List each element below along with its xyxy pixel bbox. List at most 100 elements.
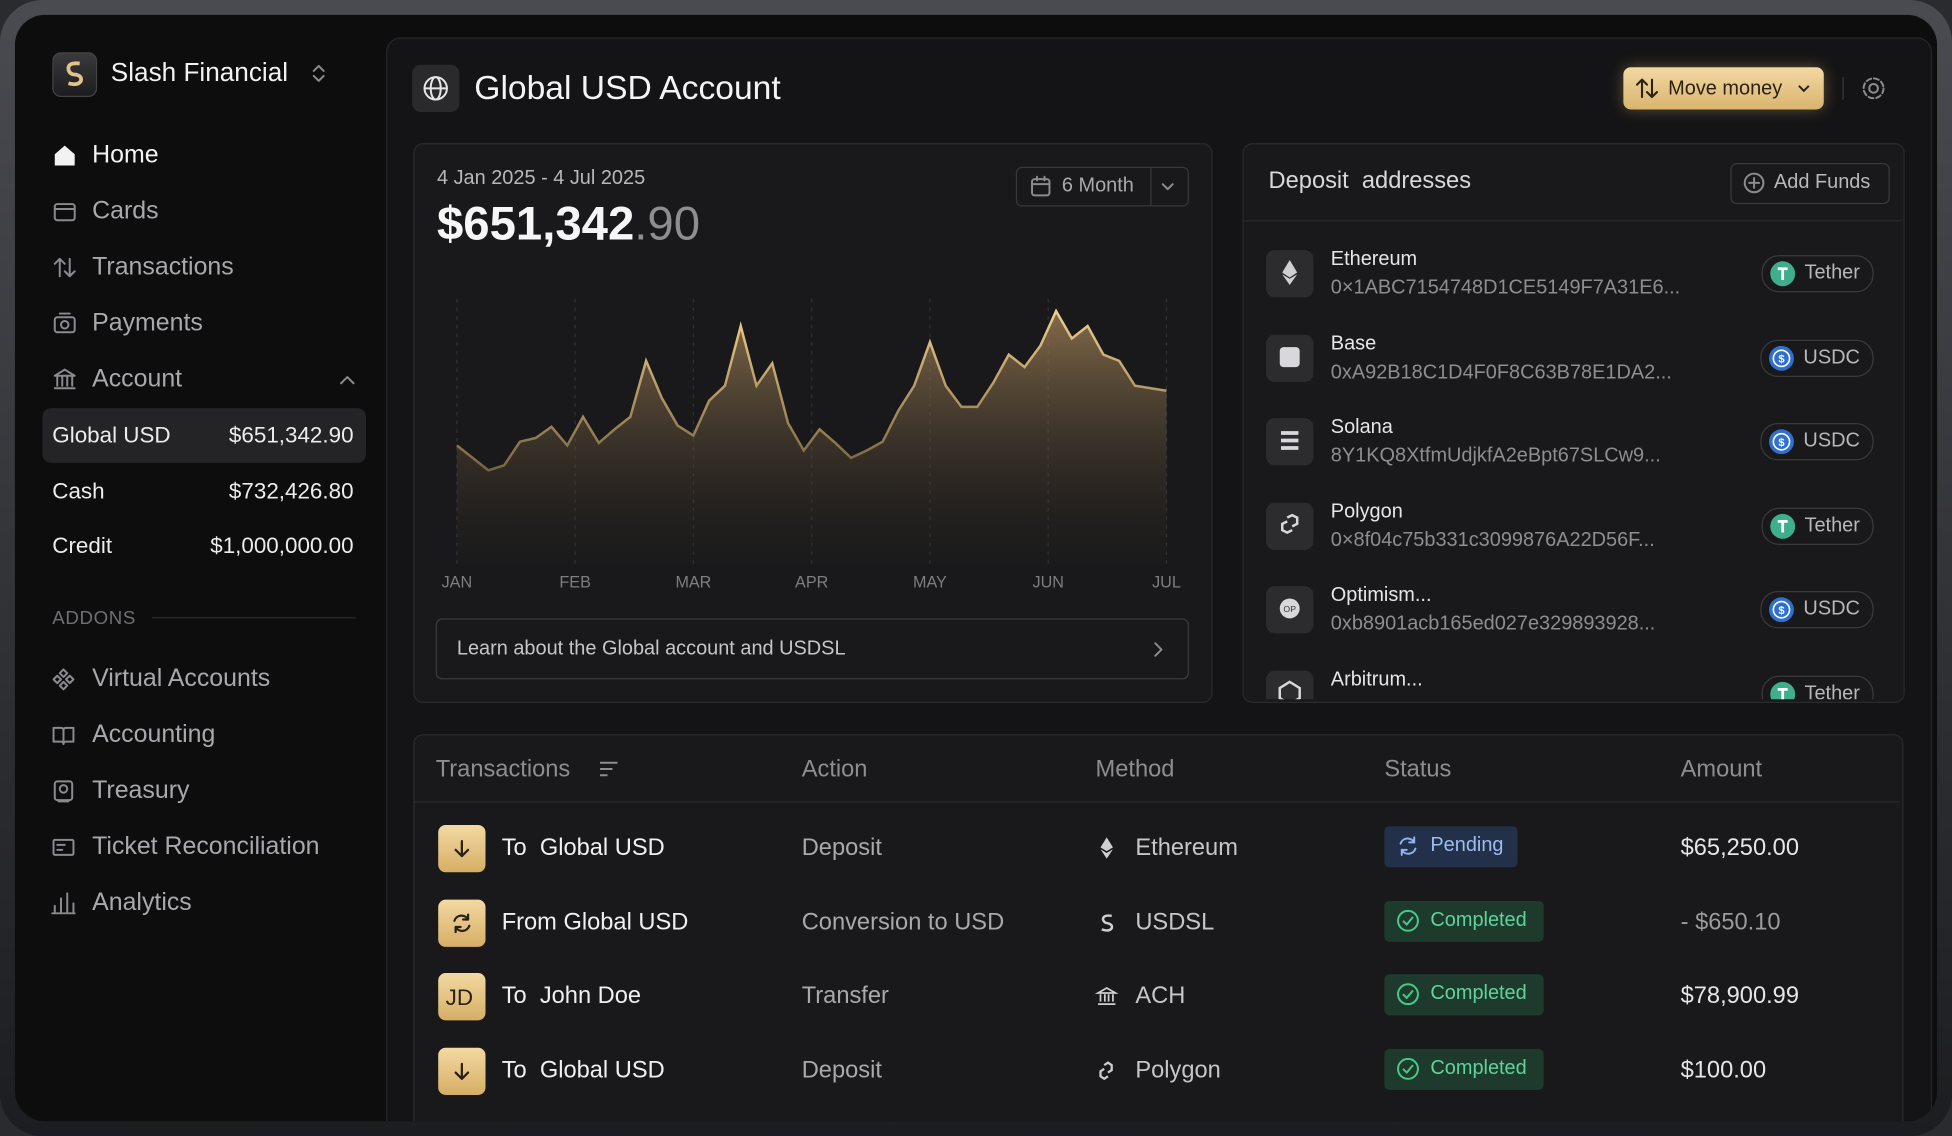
network-name: Ethereum bbox=[1330, 248, 1418, 271]
account-name[interactable]: Global USD bbox=[52, 422, 171, 448]
row-initials: JD bbox=[445, 984, 474, 1010]
deposit-panel bbox=[1242, 143, 1905, 704]
account-amount: $732,426.80 bbox=[228, 478, 354, 504]
header-divider bbox=[1842, 77, 1844, 100]
network-icon bbox=[1281, 431, 1299, 450]
row-icon bbox=[454, 1062, 470, 1080]
svg-text:$: $ bbox=[1778, 605, 1785, 617]
period-select[interactable] bbox=[1015, 166, 1189, 207]
token-icon bbox=[1769, 261, 1795, 287]
column-header: Status bbox=[1384, 756, 1452, 783]
add-funds-icon bbox=[1743, 172, 1765, 194]
addons-label: ADDONS bbox=[52, 607, 136, 629]
deposit-list: Ethereum 0×1ABC7154748D1CE5149F7A31E6... T… bbox=[1244, 221, 1901, 700]
addon-item[interactable]: Ticket Reconciliation bbox=[92, 833, 320, 861]
token-pill: Tether bbox=[1760, 507, 1874, 545]
status-label: Completed bbox=[1430, 909, 1527, 931]
learn-link-text[interactable]: Learn about the Global account and USDSL bbox=[456, 638, 846, 660]
move-money-label[interactable]: Move money bbox=[1668, 78, 1783, 100]
area-fill bbox=[456, 311, 1167, 567]
network-address: 0xA92B18C1D4F0F8C63B78E1DA2... bbox=[1330, 361, 1672, 383]
addon-icon bbox=[52, 838, 75, 856]
addon-item[interactable]: Virtual Accounts bbox=[92, 665, 271, 693]
network-icon-bg bbox=[1266, 670, 1314, 700]
settings-icon bbox=[1862, 77, 1885, 100]
addon-item[interactable]: Analytics bbox=[92, 889, 192, 917]
network-address: 0×8f04c75b331c3099876A22D56F... bbox=[1330, 529, 1655, 551]
row-icon bbox=[454, 840, 470, 858]
nav-item[interactable]: Home bbox=[92, 141, 159, 169]
account-name[interactable]: Credit bbox=[52, 533, 113, 559]
network-name: Base bbox=[1330, 332, 1377, 355]
token-name: Tether bbox=[1804, 682, 1860, 700]
period-label[interactable]: 6 Month bbox=[1061, 175, 1134, 197]
addon-item[interactable]: Treasury bbox=[92, 777, 190, 805]
nav-icon bbox=[53, 203, 76, 222]
svg-text:OP: OP bbox=[1283, 604, 1296, 614]
network-address: 0×1ABC7154748D1CE5149F7A31E6... bbox=[1330, 277, 1681, 299]
network-icon bbox=[1281, 513, 1299, 534]
learn-link[interactable] bbox=[435, 618, 1189, 680]
date-range: 4 Jan 2025 - 4 Jul 2025 bbox=[436, 167, 646, 190]
nav-item[interactable]: Payments bbox=[92, 309, 203, 337]
nav-item[interactable]: Cards bbox=[92, 197, 159, 225]
nav-icon bbox=[53, 312, 76, 334]
row-action: Conversion to USD bbox=[801, 909, 1005, 936]
x-tick-label: APR bbox=[795, 573, 828, 591]
addons-divider bbox=[151, 617, 357, 619]
move-money-button[interactable] bbox=[1623, 67, 1824, 110]
status-icon bbox=[1397, 909, 1419, 932]
x-tick-label: MAY bbox=[913, 573, 947, 591]
token-icon: $ bbox=[1768, 429, 1794, 455]
token-icon: $ bbox=[1768, 345, 1794, 371]
account-name[interactable]: Cash bbox=[52, 478, 105, 504]
token-pill: Tether bbox=[1760, 255, 1874, 293]
token-pill: Tether bbox=[1760, 675, 1874, 700]
network-address: 8Y1KQ8XtfmUdjkfA2eBpt67SLCw9... bbox=[1330, 445, 1661, 467]
column-header[interactable]: Transactions bbox=[435, 756, 571, 783]
token-pill: $ USDC bbox=[1759, 339, 1874, 377]
area-line bbox=[456, 308, 1167, 472]
network-icon bbox=[1282, 260, 1298, 285]
row-name[interactable]: From Global USD bbox=[501, 909, 689, 936]
row-action: Deposit bbox=[801, 834, 882, 862]
account-selected-bg bbox=[42, 408, 367, 463]
row-action: Transfer bbox=[801, 982, 889, 1010]
transactions-panel bbox=[413, 734, 1904, 1122]
network-name: Polygon bbox=[1330, 500, 1403, 522]
status-icon bbox=[1397, 983, 1419, 1006]
org-switch bbox=[312, 64, 325, 82]
column-header: Amount bbox=[1680, 756, 1763, 783]
row-name[interactable]: To John Doe bbox=[501, 982, 642, 1010]
x-tick-label: JUN bbox=[1032, 573, 1063, 591]
row-amount: $100.00 bbox=[1680, 1057, 1767, 1084]
balance-cents: .90 bbox=[634, 198, 701, 251]
nav-item[interactable]: Transactions bbox=[92, 253, 234, 281]
svg-text:$: $ bbox=[1778, 353, 1785, 365]
network-name: Solana bbox=[1330, 416, 1393, 438]
org-name[interactable]: Slash Financial bbox=[110, 58, 289, 88]
learn-chevron bbox=[1154, 642, 1163, 657]
add-funds-label[interactable]: Add Funds bbox=[1773, 171, 1871, 193]
globe-icon bbox=[423, 76, 448, 101]
addon-icon bbox=[52, 668, 75, 691]
nav-item[interactable]: Account bbox=[92, 365, 183, 393]
token-name: USDC bbox=[1803, 430, 1860, 452]
row-name[interactable]: To Global USD bbox=[501, 1057, 665, 1084]
row-amount: $65,250.00 bbox=[1680, 834, 1799, 862]
add-funds-button[interactable] bbox=[1730, 163, 1890, 205]
token-pill: $ USDC bbox=[1759, 423, 1874, 461]
sort-icon bbox=[600, 761, 618, 777]
row-icon bbox=[453, 913, 471, 934]
token-name: Tether bbox=[1804, 514, 1860, 536]
deposit-divider bbox=[1243, 220, 1901, 222]
row-method: ACH bbox=[1135, 982, 1186, 1010]
x-tick-label: JAN bbox=[442, 573, 473, 591]
row-name[interactable]: To Global USD bbox=[501, 834, 665, 862]
addon-item[interactable]: Accounting bbox=[92, 721, 216, 749]
network-address: 0xb8901acb165ed027e329893928... bbox=[1330, 613, 1656, 635]
network-name: Optimism... bbox=[1330, 584, 1432, 606]
org-logo-s bbox=[66, 61, 83, 87]
row-action: Deposit bbox=[801, 1057, 882, 1084]
page-title: Global USD Account bbox=[474, 69, 781, 107]
